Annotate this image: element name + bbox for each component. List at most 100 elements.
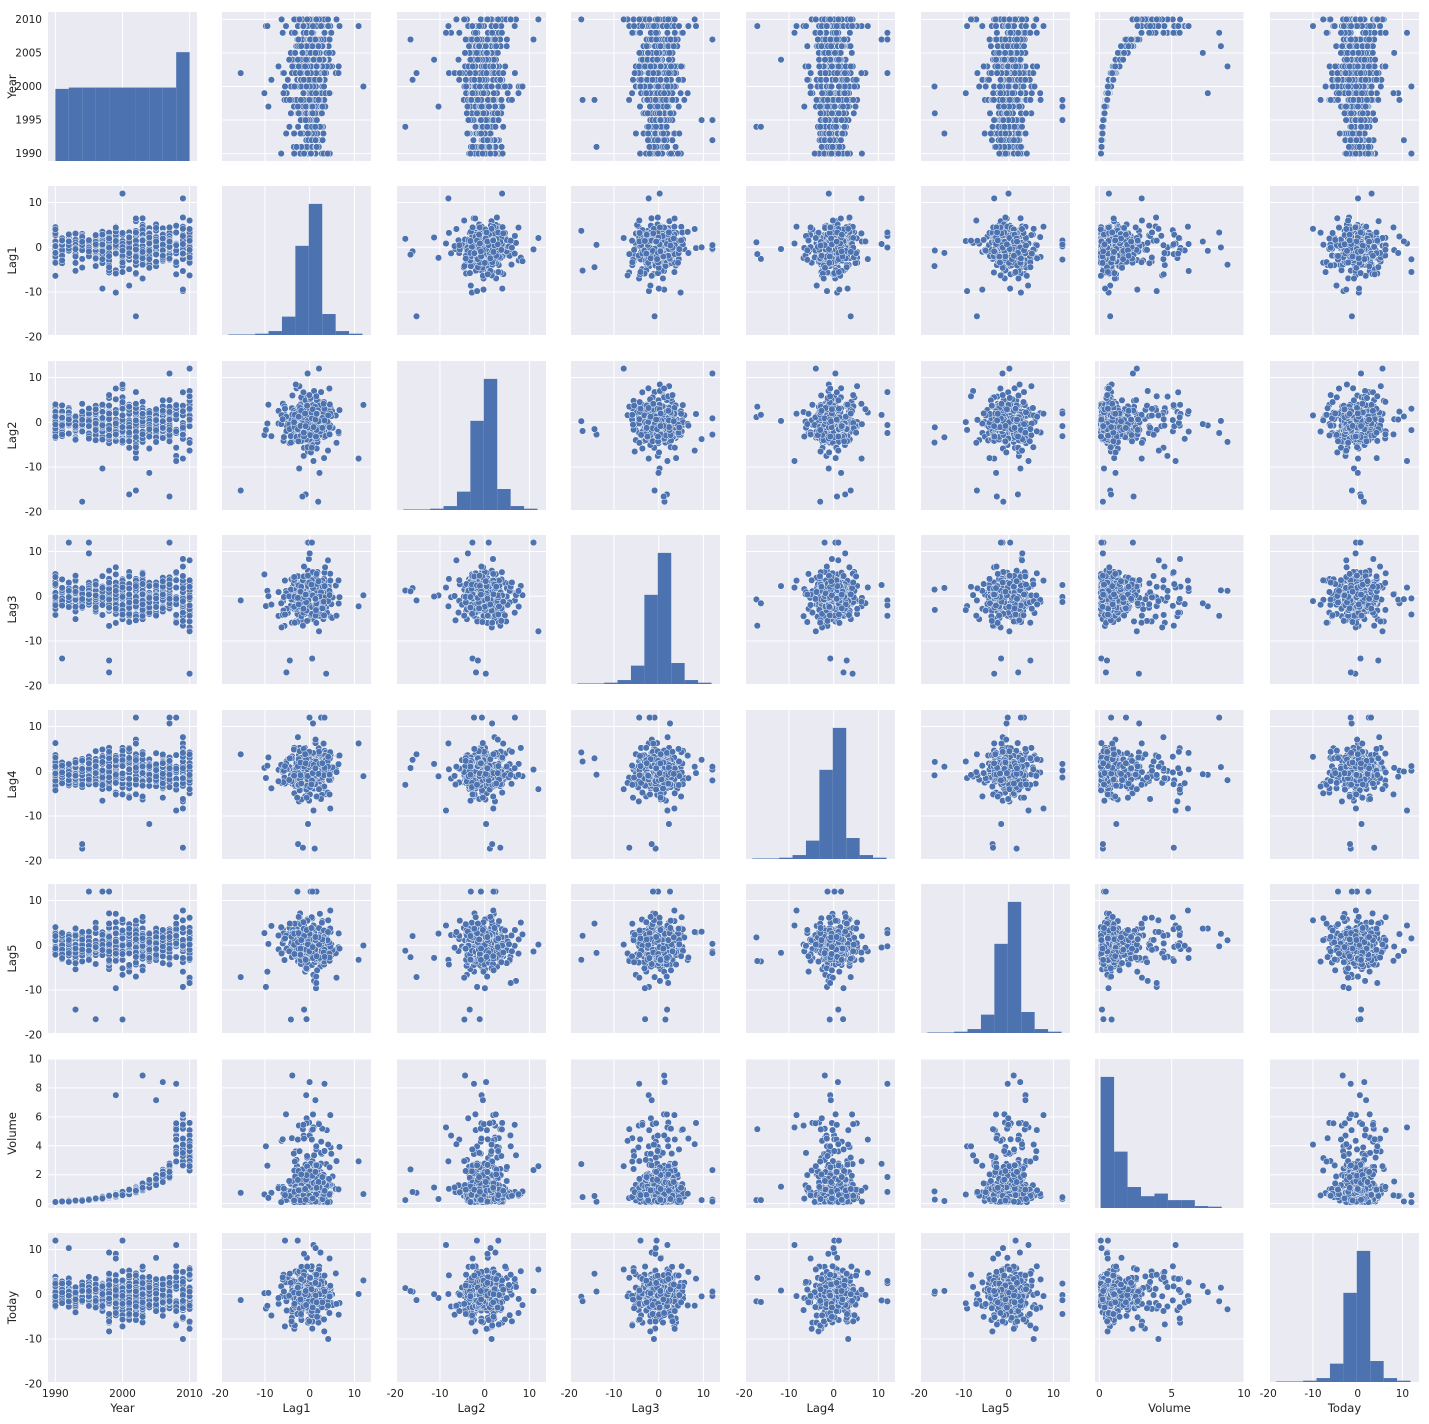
scatter-point <box>663 123 671 131</box>
scatter-point <box>1010 123 1019 131</box>
scatter-point <box>967 15 975 23</box>
scatter-point <box>491 103 499 111</box>
scatter-point <box>637 76 645 84</box>
scatter-point <box>1357 116 1365 124</box>
scatter-point <box>1108 69 1116 77</box>
scatter-point <box>1103 96 1111 104</box>
scatter-point <box>1006 96 1014 104</box>
scatter-point <box>1002 150 1010 158</box>
scatter-point <box>1381 62 1389 70</box>
scatter-point <box>1346 136 1355 144</box>
histogram-bar <box>109 87 123 161</box>
scatter-point <box>444 22 452 30</box>
scatter-point <box>826 136 834 144</box>
scatter-point <box>455 29 463 37</box>
scatter-point <box>1365 62 1373 70</box>
scatter-point <box>980 62 988 70</box>
scatter-point <box>98 285 106 293</box>
scatter-point <box>835 143 844 151</box>
histogram-bar <box>322 314 336 335</box>
scatter-point <box>777 56 785 64</box>
scatter-point <box>644 136 652 144</box>
scatter-point <box>296 129 305 138</box>
scatter-point <box>476 239 484 247</box>
scatter-point <box>995 49 1003 57</box>
scatter-point <box>1010 136 1018 144</box>
scatter-point <box>312 49 320 57</box>
scatter-point <box>479 286 488 294</box>
scatter-point <box>832 76 840 84</box>
scatter-point <box>963 22 971 30</box>
histogram-bar <box>281 316 296 335</box>
scatter-point <box>463 103 472 111</box>
scatter-point <box>651 96 660 104</box>
scatter-point <box>815 62 823 70</box>
scatter-point <box>1354 49 1362 57</box>
scatter-point <box>503 42 511 50</box>
histogram-bar <box>95 87 110 161</box>
scatter-point <box>675 22 683 30</box>
scatter-point <box>635 49 643 57</box>
scatter-point <box>476 82 484 91</box>
scatter-point <box>139 248 147 256</box>
scatter-point <box>507 15 515 23</box>
scatter-point <box>1382 29 1390 37</box>
scatter-point <box>838 116 846 124</box>
scatter-point <box>644 129 652 138</box>
scatter-point <box>1343 56 1351 64</box>
scatter-point <box>816 103 824 111</box>
scatter-point <box>313 143 321 151</box>
scatter-point <box>477 116 485 124</box>
scatter-point <box>850 82 858 91</box>
scatter-point <box>1362 103 1370 111</box>
scatter-point <box>824 49 833 57</box>
scatter-point <box>1345 76 1353 84</box>
scatter-point <box>1377 82 1385 91</box>
panel-lag1-vs-lag3 <box>571 186 720 335</box>
scatter-point <box>468 143 477 151</box>
scatter-point <box>1362 29 1370 37</box>
scatter-point <box>989 89 997 97</box>
scatter-point <box>708 35 716 44</box>
scatter-point <box>1013 96 1021 104</box>
scatter-point <box>401 235 409 243</box>
scatter-point <box>303 15 311 23</box>
scatter-point <box>812 96 821 104</box>
scatter-point <box>65 230 73 238</box>
scatter-point <box>846 42 855 50</box>
scatter-point <box>335 22 344 30</box>
scatter-point <box>847 62 855 70</box>
scatter-point <box>1354 62 1362 70</box>
scatter-point <box>125 282 133 290</box>
scatter-point <box>294 56 302 64</box>
scatter-point <box>145 233 153 242</box>
scatter-point <box>334 69 343 77</box>
scatter-point <box>1109 76 1117 84</box>
scatter-point <box>692 22 700 30</box>
scatter-point <box>455 241 463 249</box>
scatter-point <box>1332 42 1340 50</box>
scatter-point <box>284 76 292 84</box>
scatter-point <box>325 89 333 97</box>
scatter-point <box>663 22 671 30</box>
scatter-point <box>1008 56 1016 64</box>
scatter-point <box>643 96 651 104</box>
scatter-point <box>434 254 443 262</box>
scatter-point <box>818 143 826 151</box>
histogram-bar <box>55 88 69 161</box>
scatter-point <box>841 69 849 77</box>
scatter-point <box>684 89 692 97</box>
scatter-point <box>288 62 296 70</box>
scatter-point <box>311 35 319 44</box>
scatter-point <box>466 56 474 64</box>
scatter-point <box>817 109 825 117</box>
scatter-point <box>477 247 485 255</box>
scatter-point <box>670 42 678 50</box>
scatter-point <box>511 69 519 77</box>
scatter-point <box>1371 29 1379 37</box>
scatter-point <box>445 229 453 237</box>
scatter-point <box>986 109 994 117</box>
scatter-point <box>833 22 841 30</box>
scatter-point <box>172 258 180 266</box>
scatter-point <box>659 129 667 138</box>
